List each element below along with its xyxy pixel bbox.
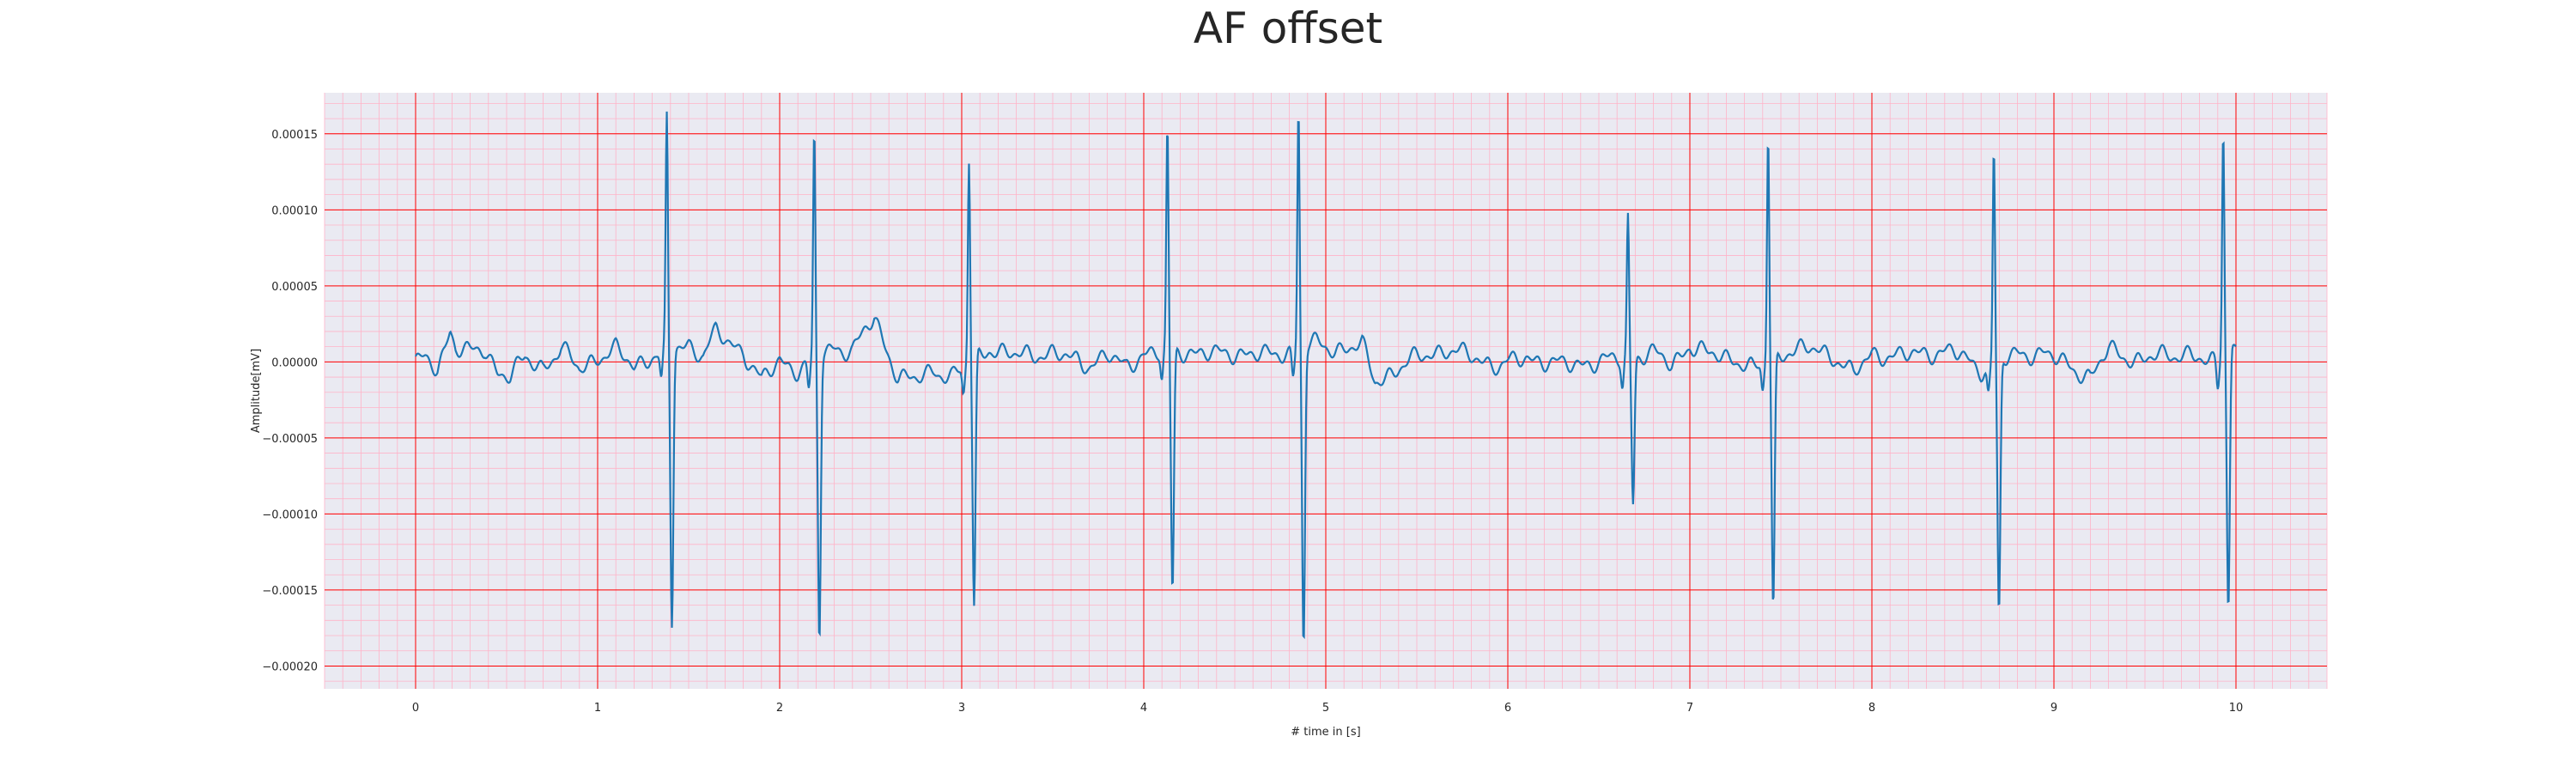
y-tick-labels: 0.00015 0.00010 0.00005 0.00000 −0.00005 −0.0… xyxy=(262,129,318,674)
x-tick-label: 5 xyxy=(1322,702,1329,715)
x-axis-label: # time in [s] xyxy=(1291,726,1360,739)
x-tick-labels: 0 1 2 3 4 5 6 7 8 9 10 xyxy=(412,702,2243,715)
y-tick-label: 0.00010 xyxy=(271,204,318,217)
y-tick-label: −0.00015 xyxy=(262,585,318,598)
x-tick-label: 1 xyxy=(594,702,601,715)
y-tick-label: 0.00000 xyxy=(271,356,318,369)
x-tick-label: 3 xyxy=(958,702,965,715)
x-tick-label: 8 xyxy=(1868,702,1875,715)
x-tick-label: 10 xyxy=(2229,702,2244,715)
x-tick-label: 9 xyxy=(2050,702,2057,715)
x-tick-label: 4 xyxy=(1140,702,1147,715)
y-tick-label: −0.00020 xyxy=(262,660,318,673)
y-axis-label: Amplitude[mV] xyxy=(250,349,263,433)
series-line xyxy=(415,111,2237,640)
x-tick-label: 0 xyxy=(412,702,419,715)
x-tick-label: 2 xyxy=(776,702,783,715)
y-tick-label: 0.00015 xyxy=(271,129,318,142)
y-tick-label: −0.00010 xyxy=(262,508,318,521)
y-tick-label: 0.00005 xyxy=(271,281,318,294)
x-tick-label: 7 xyxy=(1686,702,1693,715)
y-tick-label: −0.00005 xyxy=(262,433,318,446)
chart-title: AF offset xyxy=(1193,3,1383,53)
x-tick-label: 6 xyxy=(1504,702,1511,715)
